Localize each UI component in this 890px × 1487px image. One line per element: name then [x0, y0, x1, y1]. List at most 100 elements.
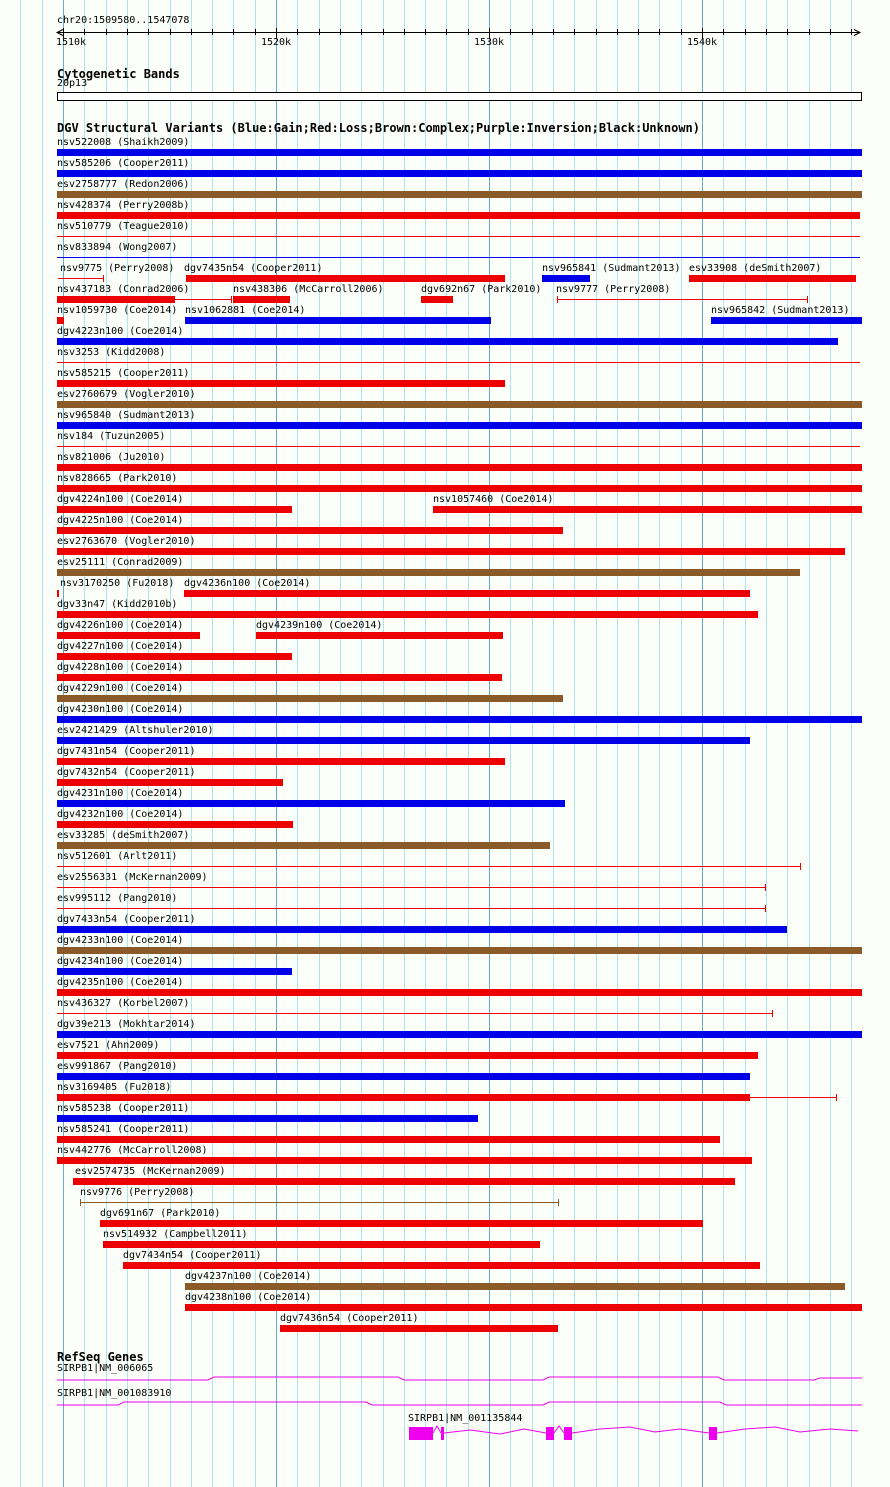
variant-label[interactable]: esv2758777 (Redon2006)	[57, 179, 190, 190]
variant-label[interactable]: nsv3253 (Kidd2008)	[57, 347, 166, 358]
variant-label[interactable]: dgv4225n100 (Coe2014)	[57, 515, 184, 526]
variant-label[interactable]: esv25111 (Conrad2009)	[57, 557, 184, 568]
variant-label[interactable]: dgv4238n100 (Coe2014)	[185, 1292, 312, 1303]
variant-label[interactable]: nsv965840 (Sudmant2013)	[57, 410, 196, 421]
variant-label[interactable]: dgv4234n100 (Coe2014)	[57, 956, 184, 967]
variant-bar[interactable]	[433, 506, 862, 513]
variant-bar[interactable]	[184, 590, 750, 597]
variant-bar[interactable]	[57, 191, 862, 198]
variant-bar[interactable]	[57, 338, 838, 345]
variant-bar[interactable]	[57, 1073, 750, 1080]
variant-label[interactable]: esv2574735 (McKernan2009)	[75, 1166, 226, 1177]
variant-bar[interactable]	[185, 1283, 845, 1290]
variant-label[interactable]: esv995112 (Pang2010)	[57, 893, 178, 904]
variant-label[interactable]: nsv512601 (Arlt2011)	[57, 851, 178, 862]
variant-label[interactable]: dgv4230n100 (Coe2014)	[57, 704, 184, 715]
variant-line[interactable]	[57, 257, 860, 258]
variant-label[interactable]: nsv9776 (Perry2008)	[80, 1187, 195, 1198]
variant-label[interactable]: esv2421429 (Altshuler2010)	[57, 725, 214, 736]
variant-label[interactable]: dgv4224n100 (Coe2014)	[57, 494, 184, 505]
variant-line[interactable]	[57, 446, 860, 447]
variant-label[interactable]: nsv184 (Tuzun2005)	[57, 431, 166, 442]
variant-label[interactable]: dgv4237n100 (Coe2014)	[185, 1271, 312, 1282]
variant-bar[interactable]	[57, 842, 550, 849]
variant-label[interactable]: esv33285 (deSmith2007)	[57, 830, 190, 841]
variant-label[interactable]: nsv436327 (Korbel2007)	[57, 998, 190, 1009]
variant-bar[interactable]	[57, 485, 862, 492]
variant-label[interactable]: dgv4236n100 (Coe2014)	[184, 578, 311, 589]
variant-bar[interactable]	[103, 1241, 540, 1248]
gene-label[interactable]: SIRPB1|NM_001135844	[408, 1413, 523, 1424]
variant-label[interactable]: nsv9777 (Perry2008)	[556, 284, 671, 295]
variant-label[interactable]: nsv585241 (Cooper2011)	[57, 1124, 190, 1135]
variant-bar[interactable]	[542, 275, 590, 282]
variant-bar[interactable]	[57, 149, 862, 156]
variant-label[interactable]: nsv965842 (Sudmant2013)	[711, 305, 850, 316]
variant-bar[interactable]	[57, 527, 563, 534]
variant-bar[interactable]	[57, 1157, 752, 1164]
gene-exon[interactable]	[441, 1427, 444, 1440]
variant-label[interactable]: esv2760679 (Vogler2010)	[57, 389, 196, 400]
variant-bar[interactable]	[57, 800, 565, 807]
variant-label[interactable]: dgv4232n100 (Coe2014)	[57, 809, 184, 820]
variant-line[interactable]	[57, 908, 765, 909]
variant-bar[interactable]	[57, 758, 505, 765]
variant-bar[interactable]	[185, 1304, 862, 1311]
variant-label[interactable]: nsv821006 (Ju2010)	[57, 452, 166, 463]
variant-bar[interactable]	[57, 380, 505, 387]
variant-bar[interactable]	[280, 1325, 558, 1332]
variant-bar[interactable]	[57, 989, 862, 996]
variant-bar[interactable]	[57, 674, 502, 681]
gene-exon[interactable]	[409, 1427, 433, 1440]
variant-label[interactable]: nsv510779 (Teague2010)	[57, 221, 190, 232]
variant-bar[interactable]	[57, 737, 750, 744]
variant-label[interactable]: dgv7433n54 (Cooper2011)	[57, 914, 196, 925]
variant-label[interactable]: nsv1059730 (Coe2014)	[57, 305, 178, 316]
variant-bar[interactable]	[185, 317, 491, 324]
variant-bar[interactable]	[186, 275, 505, 282]
variant-label[interactable]: dgv4233n100 (Coe2014)	[57, 935, 184, 946]
variant-bar[interactable]	[57, 212, 860, 219]
gene-exon[interactable]	[564, 1427, 572, 1440]
variant-label[interactable]: dgv692n67 (Park2010)	[421, 284, 542, 295]
variant-bar[interactable]	[100, 1220, 703, 1227]
variant-line[interactable]	[57, 362, 860, 363]
variant-bar[interactable]	[57, 422, 862, 429]
variant-bar[interactable]	[57, 947, 862, 954]
gene-label[interactable]: SIRPB1|NM_006065	[57, 1363, 154, 1374]
variant-line[interactable]	[58, 278, 103, 279]
variant-bar[interactable]	[57, 968, 292, 975]
variant-bar[interactable]	[57, 1115, 478, 1122]
variant-bar[interactable]	[711, 317, 862, 324]
variant-label[interactable]: dgv7431n54 (Cooper2011)	[57, 746, 196, 757]
variant-bar[interactable]	[57, 779, 283, 786]
variant-label[interactable]: nsv9775 (Perry2008)	[60, 263, 175, 274]
variant-label[interactable]: dgv7434n54 (Cooper2011)	[123, 1250, 262, 1261]
gene-label[interactable]: SIRPB1|NM_001083910	[57, 1388, 172, 1399]
variant-label[interactable]: esv7521 (Ahn2009)	[57, 1040, 160, 1051]
variant-label[interactable]: nsv3170250 (Fu2018)	[60, 578, 175, 589]
variant-label[interactable]: nsv442776 (McCarroll2008)	[57, 1145, 208, 1156]
variant-bar[interactable]	[256, 632, 503, 639]
gene-exon[interactable]	[709, 1427, 717, 1440]
variant-bar[interactable]	[57, 401, 862, 408]
variant-bar[interactable]	[57, 1031, 862, 1038]
variant-bar[interactable]	[421, 296, 453, 303]
variant-bar[interactable]	[57, 464, 862, 471]
variant-label[interactable]: nsv585215 (Cooper2011)	[57, 368, 190, 379]
variant-label[interactable]: dgv7436n54 (Cooper2011)	[280, 1313, 419, 1324]
variant-bar[interactable]	[57, 170, 862, 177]
variant-line[interactable]	[80, 1202, 558, 1203]
variant-bar[interactable]	[73, 1178, 735, 1185]
variant-bar[interactable]	[689, 275, 856, 282]
variant-line[interactable]	[175, 299, 231, 300]
variant-label[interactable]: nsv585206 (Cooper2011)	[57, 158, 190, 169]
variant-label[interactable]: dgv4223n100 (Coe2014)	[57, 326, 184, 337]
variant-bar[interactable]	[57, 926, 787, 933]
variant-bar[interactable]	[57, 716, 862, 723]
variant-label[interactable]: nsv438306 (McCarroll2006)	[233, 284, 384, 295]
variant-label[interactable]: dgv4226n100 (Coe2014)	[57, 620, 184, 631]
variant-bar[interactable]	[57, 611, 758, 618]
variant-label[interactable]: nsv1057460 (Coe2014)	[433, 494, 554, 505]
variant-label[interactable]: nsv965841 (Sudmant2013)	[542, 263, 681, 274]
